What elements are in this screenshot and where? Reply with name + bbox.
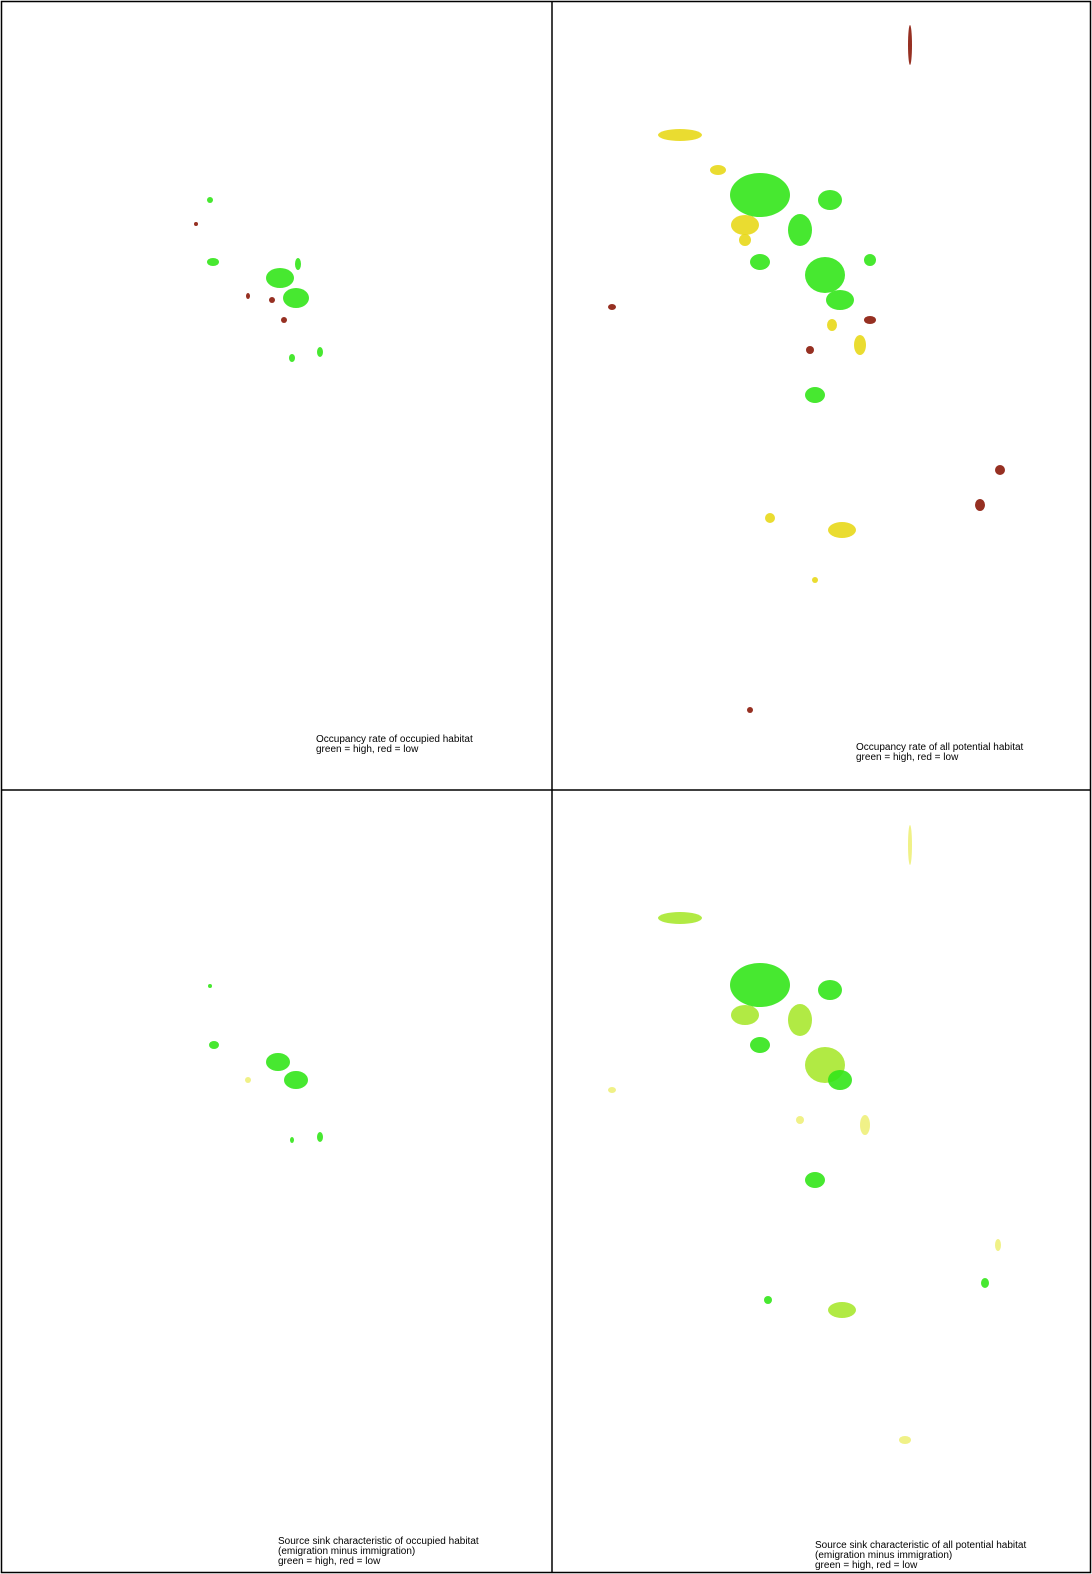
habitat-patch bbox=[750, 254, 770, 270]
habitat-patch bbox=[207, 258, 219, 266]
habitat-patch bbox=[764, 1296, 772, 1304]
habitat-patch bbox=[750, 1037, 770, 1053]
habitat-patch bbox=[284, 1071, 308, 1089]
habitat-patch bbox=[246, 293, 250, 299]
habitat-patch bbox=[806, 346, 814, 354]
habitat-patch bbox=[747, 707, 753, 713]
habitat-patch bbox=[860, 1115, 870, 1135]
habitat-patch bbox=[608, 304, 616, 310]
captions: Occupancy rate of occupied habitatgreen … bbox=[278, 734, 1026, 1571]
habitat-patch bbox=[317, 1132, 323, 1142]
habitat-patch bbox=[805, 257, 845, 293]
habitat-patch bbox=[731, 215, 759, 235]
habitat-patch bbox=[207, 197, 213, 203]
habitat-patch bbox=[266, 1053, 290, 1071]
habitat-patch bbox=[981, 1278, 989, 1288]
habitat-patch bbox=[290, 1137, 294, 1143]
habitat-map bbox=[194, 25, 1005, 1444]
habitat-patch bbox=[317, 347, 323, 357]
habitat-patch bbox=[765, 513, 775, 523]
habitat-patch bbox=[796, 1116, 804, 1124]
habitat-patch bbox=[658, 129, 702, 141]
caption: (emigration minus immigration) bbox=[278, 1546, 415, 1557]
habitat-patch bbox=[899, 1436, 911, 1444]
habitat-patch bbox=[818, 980, 842, 1000]
habitat-patch bbox=[805, 1172, 825, 1188]
caption: green = high, red = low bbox=[815, 1560, 918, 1571]
habitat-patch bbox=[995, 1239, 1001, 1251]
habitat-patch bbox=[975, 499, 985, 511]
habitat-patch bbox=[283, 288, 309, 308]
habitat-patch bbox=[245, 1077, 251, 1083]
habitat-patch bbox=[854, 335, 866, 355]
habitat-patch bbox=[818, 190, 842, 210]
habitat-patch bbox=[209, 1041, 219, 1049]
habitat-patch bbox=[908, 25, 912, 65]
caption: (emigration minus immigration) bbox=[815, 1550, 952, 1561]
habitat-patch bbox=[827, 319, 837, 331]
habitat-patch bbox=[739, 234, 751, 246]
habitat-patch bbox=[281, 317, 287, 323]
habitat-patch bbox=[295, 258, 301, 270]
caption: Source sink characteristic of occupied h… bbox=[278, 1536, 479, 1547]
habitat-patch bbox=[864, 316, 876, 324]
caption: Occupancy rate of all potential habitat bbox=[856, 742, 1024, 753]
caption: Source sink characteristic of all potent… bbox=[815, 1540, 1026, 1551]
habitat-patch bbox=[608, 1087, 616, 1093]
habitat-patch bbox=[730, 963, 790, 1007]
habitat-patch bbox=[658, 912, 702, 924]
habitat-patch bbox=[730, 173, 790, 217]
caption: Occupancy rate of occupied habitat bbox=[316, 734, 473, 745]
habitat-patch bbox=[826, 290, 854, 310]
habitat-patch bbox=[269, 297, 275, 303]
habitat-patch bbox=[805, 387, 825, 403]
habitat-patch bbox=[995, 465, 1005, 475]
habitat-patch bbox=[788, 1004, 812, 1036]
habitat-patch bbox=[788, 214, 812, 246]
caption: green = high, red = low bbox=[278, 1556, 381, 1567]
habitat-patch bbox=[908, 825, 912, 865]
habitat-patch bbox=[828, 1302, 856, 1318]
habitat-patch bbox=[828, 1070, 852, 1090]
caption: green = high, red = low bbox=[316, 744, 419, 755]
habitat-patch bbox=[828, 522, 856, 538]
caption: green = high, red = low bbox=[856, 752, 959, 763]
habitat-patch bbox=[266, 268, 294, 288]
habitat-patch bbox=[289, 354, 295, 362]
habitat-patch bbox=[710, 165, 726, 175]
habitat-patch bbox=[731, 1005, 759, 1025]
habitat-patch bbox=[812, 577, 818, 583]
habitat-patch bbox=[864, 254, 876, 266]
habitat-patch bbox=[194, 222, 198, 226]
habitat-patch bbox=[208, 984, 212, 988]
